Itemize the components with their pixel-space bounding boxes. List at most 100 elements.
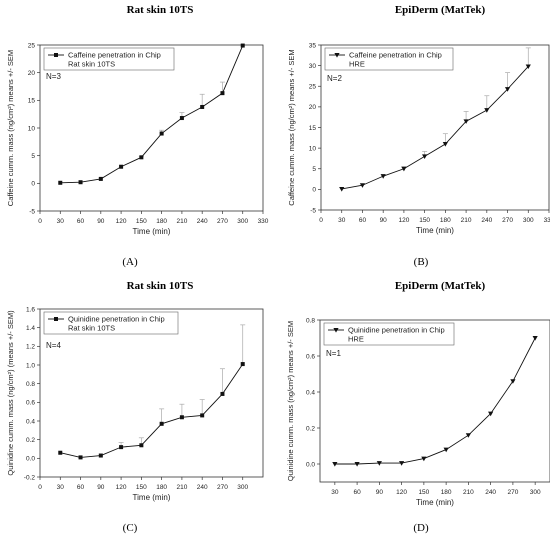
c0-x-tick-label-4: 120 [116,218,127,225]
c2-point-0 [58,450,63,455]
c2-x-tick-label-0: 0 [38,484,42,491]
c1-x-tick-label-10: 300 [523,217,534,224]
c1-y-tick-label-0: -5 [310,207,316,214]
c1-y-tick-label-7: 30 [309,63,317,70]
c1-y-tick-label-4: 15 [309,125,317,132]
c2-x-axis-label: Time (min) [133,493,171,502]
c0-series-line [60,45,244,184]
c2-point-1 [78,455,83,460]
c3-point-3 [399,461,405,466]
c3-x-tick-label-5: 180 [441,489,452,496]
c1-point-1 [359,183,366,188]
c2-annotation: N=4 [46,341,61,350]
c3-x-tick-label-0: 30 [331,489,339,496]
c3-x-tick-label-1: 60 [353,489,361,496]
c2-x-tick-label-2: 60 [77,484,85,491]
c0-point-1 [78,180,83,185]
c2-y-tick-label-0: -0.2 [24,474,36,481]
c3-legend-marker [333,328,339,333]
c3-x-tick-label-7: 240 [485,489,496,496]
c0-y-tick-label-0: -5 [29,208,35,215]
c0-x-tick-label-6: 180 [156,218,167,225]
c0-legend-box [43,47,175,71]
c3-y-tick-label-0: 0.0 [306,461,315,468]
c1-point-8 [504,87,511,92]
c3-y-axis-label: Quinidine cumm. mass (ng/cm²) means +/- … [286,321,295,481]
c3-x-tick-label-2: 90 [376,489,384,496]
c0-y-tick-label-2: 5 [31,153,35,160]
c2-y-tick-label-5: 0.8 [26,381,35,388]
c0-y-tick-label-1: 0 [31,181,35,188]
c0-x-tick-label-8: 240 [197,218,208,225]
panel-c-label: (C) [122,522,138,534]
c1-point-6 [463,119,469,124]
c0-point-7 [200,104,205,109]
c1-y-axis-label: Caffeine cumm. mass (ng/cm²) means +/- S… [287,49,296,205]
c1-x-tick-label-3: 90 [380,217,388,224]
c0-y-axis-label: Caffeine cumm. mass (ng/cm²) means +/- S… [6,50,15,206]
c0-legend-marker [54,53,58,57]
c3-point-1 [354,462,360,467]
c3-point-6 [465,433,471,438]
c2-point-4 [139,443,144,448]
c0-y-tick-label-6: 25 [28,42,36,49]
c1-legend-label-0: Caffeine penetration in Chip [349,51,442,60]
c2-point-9 [240,362,245,367]
c0-point-8 [220,91,225,96]
c3-x-tick-label-3: 120 [396,489,407,496]
c1-x-tick-label-11: 330 [544,217,550,224]
c2-x-tick-label-9: 270 [217,484,228,491]
c2-point-3 [119,445,124,450]
c2-x-tick-label-6: 180 [156,484,167,491]
c1-x-axis-label: Time (min) [416,226,454,235]
c0-legend-label-0: Caffeine penetration in Chip [68,51,161,60]
c1-y-tick-label-8: 35 [309,42,317,49]
c1-y-tick-label-5: 20 [309,104,317,111]
c1-x-tick-label-9: 270 [502,217,513,224]
c3-x-axis-label: Time (min) [416,498,454,507]
c2-point-7 [200,413,205,418]
c3-annotation: N=1 [326,349,341,358]
c2-y-tick-label-1: 0.0 [26,456,35,463]
c3-point-2 [376,461,382,466]
c2-x-tick-label-3: 90 [97,484,105,491]
c2-legend-label-1: Rat skin 10TS [68,324,115,333]
chart-b: 0306090120150180210240270300330-50510152… [287,42,550,235]
c1-x-tick-label-0: 0 [319,217,323,224]
c3-y-tick-label-2: 0.4 [306,389,315,396]
c2-y-tick-label-2: 0.2 [26,437,35,444]
c2-x-tick-label-7: 210 [176,484,187,491]
c2-x-tick-label-5: 150 [136,484,147,491]
c3-legend-label-0: Quinidine penetration in Chip [348,326,445,335]
c0-x-tick-label-2: 60 [77,218,85,225]
c2-y-tick-label-6: 1.0 [26,362,35,369]
c3-series-line [334,337,536,465]
c0-y-tick-label-4: 15 [28,98,36,105]
c2-x-tick-label-8: 240 [197,484,208,491]
c2-legend-label-0: Quinidine penetration in Chip [68,315,165,324]
c1-point-9 [525,64,531,70]
c1-legend-label-1: HRE [349,60,365,69]
c2-legend-box [43,311,179,335]
c1-point-4 [422,154,428,159]
c1-y-tick-label-2: 5 [312,166,316,173]
c2-x-tick-label-4: 120 [116,484,127,491]
c0-point-6 [179,116,184,121]
c3-point-5 [443,447,449,453]
c2-point-6 [179,415,184,420]
c3-y-tick-label-4: 0.8 [306,317,315,324]
c1-legend-box [324,47,454,71]
c0-x-tick-label-5: 150 [136,218,147,225]
c0-x-tick-label-11: 330 [258,218,269,225]
c3-x-tick-label-6: 210 [463,489,474,496]
c3-y-tick-label-1: 0.2 [306,425,315,432]
c1-series-line [341,66,529,190]
c0-x-tick-label-3: 90 [97,218,105,225]
c0-point-4 [139,155,144,160]
c2-point-2 [98,453,103,458]
c3-x-tick-label-4: 150 [418,489,429,496]
c0-annotation: N=3 [46,72,61,81]
c1-x-tick-label-7: 210 [461,217,472,224]
c2-y-axis-label: Quinidine cumm. mass (ng/cm²) (means +/-… [6,310,15,476]
c1-point-0 [339,186,345,192]
